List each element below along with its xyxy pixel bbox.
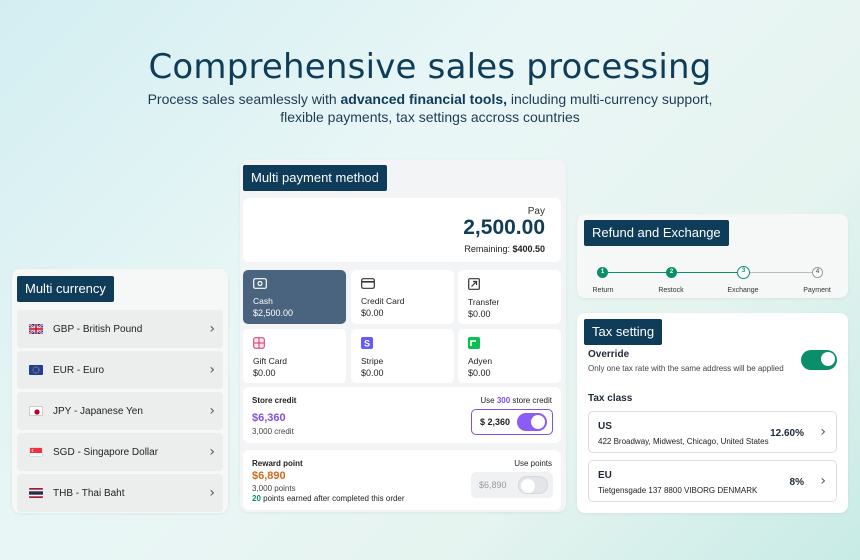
currency-label: THB - Thai Baht (53, 487, 125, 499)
chevron-right-icon: › (820, 473, 826, 489)
multi-currency-card: Multi currency GBP - British Pound › EUR… (12, 269, 228, 513)
multi-payment-title: Multi payment method (243, 165, 387, 191)
step-label-payment: Payment (803, 287, 831, 294)
step-exchange[interactable]: 3 (737, 266, 750, 279)
adyen-icon (468, 337, 551, 351)
step-label-exchange: Exchange (727, 287, 759, 294)
tax-class-row-eu[interactable]: EU Tietgensgade 137 8800 VIBORG DENMARK … (588, 460, 837, 502)
currency-label: JPY - Japanese Yen (53, 405, 143, 417)
method-value: $2,500.00 (253, 308, 294, 318)
multi-currency-title: Multi currency (17, 276, 114, 302)
payment-method-credit-card[interactable]: Credit Card $0.00 (351, 270, 454, 324)
reward-point-input[interactable]: $6,890 (471, 472, 553, 498)
currency-label: EUR - Euro (53, 364, 105, 376)
currency-label: SGD - Singapore Dollar (53, 446, 159, 458)
chevron-right-icon: › (209, 403, 215, 419)
override-description: Only one tax rate with the same address … (588, 364, 784, 373)
progress-line-todo (743, 272, 818, 273)
step-restock[interactable]: 2 (666, 267, 677, 278)
pay-summary: Pay 2,500.00 Remaining: $400.50 (243, 198, 561, 262)
step-label-restock: Restock (658, 287, 684, 294)
method-value: $0.00 (361, 368, 384, 378)
store-credit-section: Store credit $6,360 3,000 credit Use 300… (243, 387, 561, 443)
currency-item-jpy[interactable]: JPY - Japanese Yen › (17, 392, 223, 430)
method-name: Credit Card (361, 296, 405, 306)
chevron-right-icon: › (209, 321, 215, 337)
store-credit-amount: $6,360 (252, 412, 286, 424)
hero-subtitle: Process sales seamlessly with advanced f… (147, 91, 713, 125)
thailand-flag-icon (29, 488, 43, 498)
method-value: $0.00 (253, 368, 276, 378)
method-value: $0.00 (468, 309, 491, 319)
currency-item-sgd[interactable]: SGD - Singapore Dollar › (17, 433, 223, 471)
refund-exchange-title: Refund and Exchange (584, 220, 729, 246)
store-credit-use-label: Use 300 store credit (480, 396, 552, 405)
store-credit-toggle[interactable] (517, 413, 547, 431)
tax-setting-card: Tax setting Override Only one tax rate w… (577, 313, 848, 513)
use-points-toggle[interactable] (518, 476, 548, 494)
override-toggle[interactable] (801, 350, 837, 370)
tax-class-row-us[interactable]: US 422 Broadway, Midwest, Chicago, Unite… (588, 411, 837, 453)
override-title: Override (588, 349, 630, 360)
store-credit-title: Store credit (252, 396, 297, 405)
tax-class-rate: 8% (789, 477, 804, 488)
chevron-right-icon: › (209, 444, 215, 460)
store-credit-input-value: $ 2,360 (480, 417, 511, 427)
step-label-return: Return (592, 287, 614, 294)
tax-class-title: Tax class (588, 393, 633, 404)
refund-exchange-card: Refund and Exchange 1 2 3 4 Return Resto… (577, 214, 848, 298)
currency-label: GBP - British Pound (53, 323, 143, 335)
payment-method-adyen[interactable]: Adyen $0.00 (458, 329, 561, 383)
method-name: Stripe (361, 356, 384, 366)
method-name: Transfer (468, 297, 500, 307)
singapore-flag-icon (29, 447, 43, 457)
payment-method-stripe[interactable]: S Stripe $0.00 (351, 329, 454, 383)
pay-amount: 2,500.00 (463, 216, 545, 239)
method-name: Adyen (468, 356, 493, 366)
eu-flag-icon (29, 365, 43, 375)
currency-item-thb[interactable]: THB - Thai Baht › (17, 474, 223, 512)
payment-method-gift-card[interactable]: Gift Card $0.00 (243, 329, 346, 383)
use-points-label: Use points (514, 459, 552, 468)
reward-point-title: Reward point (252, 459, 303, 468)
tax-class-code: EU (598, 470, 612, 481)
reward-input-value: $6,890 (479, 480, 507, 490)
chevron-right-icon: › (820, 424, 826, 440)
tax-class-code: US (598, 421, 612, 432)
pay-label: Pay (527, 206, 545, 217)
stripe-icon: S (361, 337, 444, 351)
chevron-right-icon: › (209, 485, 215, 501)
hero-title: Comprehensive sales processing (148, 47, 712, 87)
method-name: Cash (253, 296, 273, 306)
store-credit-sub: 3,000 credit (252, 427, 294, 436)
tax-class-address: 422 Broadway, Midwest, Chicago, United S… (598, 437, 769, 446)
transfer-icon (468, 278, 551, 292)
reward-earned-note: 20 points earned after completed this or… (252, 494, 405, 503)
multi-payment-card: Multi payment method Pay 2,500.00 Remain… (240, 160, 566, 512)
method-name: Gift Card (253, 356, 288, 366)
currency-item-gbp[interactable]: GBP - British Pound › (17, 310, 223, 348)
tax-class-rate: 12.60% (770, 428, 804, 439)
store-credit-input[interactable]: $ 2,360 (471, 409, 553, 435)
remaining-amount: Remaining: $400.50 (464, 244, 545, 254)
currency-item-eur[interactable]: EUR - Euro › (17, 351, 223, 389)
reward-point-section: Reward point $6,890 3,000 points 20 poin… (243, 450, 561, 510)
reward-point-sub: 3,000 points (252, 484, 296, 493)
cash-icon (253, 278, 336, 291)
method-value: $0.00 (468, 368, 491, 378)
payment-method-cash[interactable]: Cash $2,500.00 (243, 270, 346, 324)
tax-class-address: Tietgensgade 137 8800 VIBORG DENMARK (598, 486, 758, 495)
payment-method-transfer[interactable]: Transfer $0.00 (458, 270, 561, 324)
tax-setting-title: Tax setting (584, 319, 663, 345)
step-return[interactable]: 1 (597, 267, 608, 278)
reward-point-amount: $6,890 (252, 470, 286, 482)
credit-card-icon (361, 278, 444, 291)
svg-text:S: S (364, 338, 370, 348)
method-value: $0.00 (361, 308, 384, 318)
step-payment[interactable]: 4 (812, 267, 823, 278)
gift-card-icon (253, 337, 336, 351)
chevron-right-icon: › (209, 362, 215, 378)
japan-flag-icon (29, 406, 43, 416)
uk-flag-icon (29, 324, 43, 334)
